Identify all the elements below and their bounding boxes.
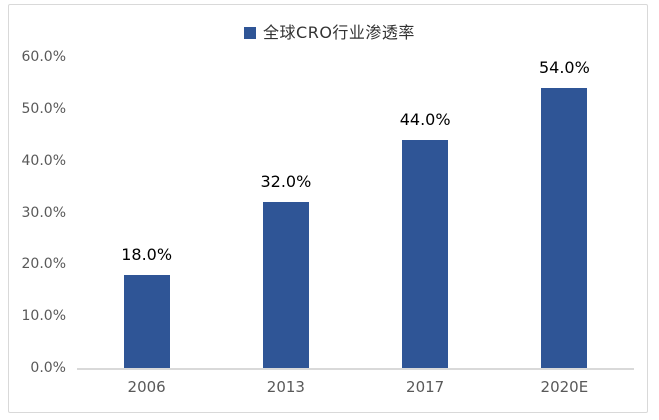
bar-value-label: 54.0% [538, 58, 590, 78]
legend-label: 全球CRO行业渗透率 [263, 23, 415, 42]
y-tick-label: 20.0% [21, 256, 66, 273]
x-category-label: 2020E [540, 378, 589, 396]
y-tick-label: 30.0% [21, 204, 66, 221]
x-axis-line [77, 368, 634, 370]
legend-marker-swatch [244, 27, 257, 39]
y-tick-label: 50.0% [21, 100, 66, 117]
x-category-label: 2017 [406, 378, 445, 396]
x-category-label: 2013 [266, 378, 305, 396]
chart-border [8, 4, 648, 413]
x-category-label: 2006 [127, 378, 166, 396]
legend: 全球CRO行业渗透率 [0, 25, 659, 41]
bar [123, 274, 170, 368]
y-tick-label: 60.0% [21, 49, 66, 65]
bar [402, 139, 449, 368]
y-tick-label: 40.0% [21, 152, 66, 169]
bar-value-label: 44.0% [399, 109, 451, 129]
y-tick-label: 10.0% [21, 308, 66, 325]
bar [541, 88, 588, 368]
bar-value-label: 32.0% [260, 172, 312, 192]
y-tick-label: 0.0% [30, 360, 66, 376]
bar-value-label: 18.0% [121, 244, 173, 264]
bar [262, 202, 309, 368]
